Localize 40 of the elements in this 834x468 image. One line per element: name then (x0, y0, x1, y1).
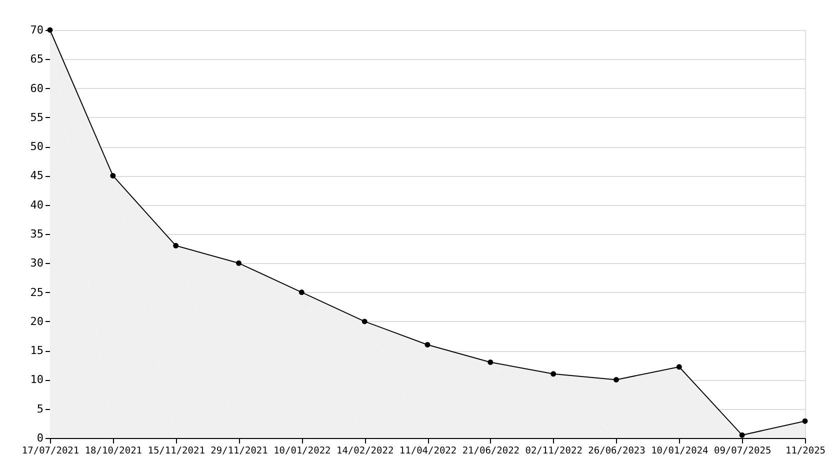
y-tick-label: 20 (30, 314, 44, 328)
y-tick-label: 40 (30, 198, 44, 212)
y-tick-label: 45 (30, 169, 44, 182)
point (802, 418, 808, 424)
y-tick-label: 55 (30, 110, 44, 124)
point (614, 376, 619, 382)
x-tick-label: 18/10/2021 (84, 446, 142, 456)
x-tick-label: 09/07/2025 (714, 446, 772, 456)
x-tick-label: 15/11/2021 (148, 446, 206, 456)
x-tick-label: 02/11/2022 (525, 446, 582, 456)
y-tick-label: 70 (30, 24, 44, 36)
point (236, 260, 242, 266)
point (298, 290, 304, 296)
x-tick-label: 29/11/2021 (210, 446, 268, 456)
y-tick-label: 0 (36, 432, 44, 444)
y-tick-label: 50 (30, 140, 44, 154)
y-tick-label: 35 (30, 228, 44, 240)
y-tick-label: 30 (30, 256, 44, 270)
x-tick-label: 26/06/2023 (588, 446, 646, 456)
point (550, 371, 556, 377)
x-tick-label: 21/06/2022 (462, 446, 520, 456)
point (173, 242, 179, 248)
x-tick-label: 11/04/2022 (399, 446, 457, 456)
x-tick-label: 10/01/2024 (651, 446, 709, 456)
y-tick-label: 60 (30, 82, 44, 95)
point (739, 432, 745, 438)
point (362, 318, 368, 324)
y-tick-label: 15 (30, 344, 44, 358)
y-tick-label: 5 (36, 402, 44, 416)
point (676, 364, 682, 370)
point (424, 342, 430, 348)
x-tick-label: 17/07/2021 (22, 446, 80, 456)
x-tick-label: 14/02/2022 (336, 446, 394, 456)
point (110, 172, 116, 178)
x-tick-label: 11/2025 (785, 446, 826, 456)
y-tick-label: 65 (30, 52, 44, 66)
point (488, 359, 494, 365)
x-tick-label: 10/01/2022 (274, 446, 331, 456)
y-tick-label: 10 (30, 373, 44, 386)
y-tick-label: 25 (30, 286, 44, 299)
